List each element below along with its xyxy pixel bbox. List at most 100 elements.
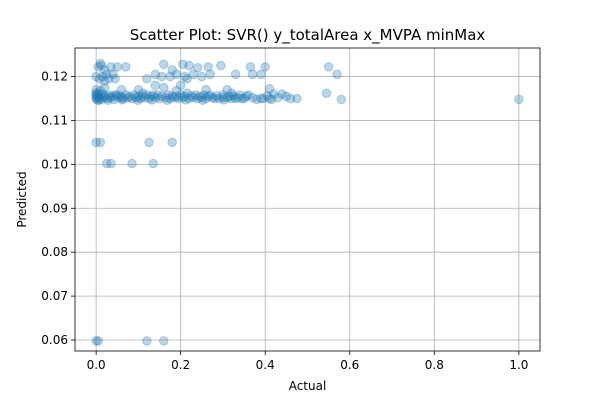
data-point (258, 93, 268, 104)
data-point (201, 84, 211, 95)
data-point (137, 91, 148, 101)
data-point (175, 90, 186, 100)
data-point (117, 95, 128, 105)
data-point (171, 91, 182, 102)
data-point (262, 91, 273, 101)
data-point (235, 90, 245, 100)
data-point (184, 93, 194, 104)
data-point (264, 84, 275, 94)
data-point (127, 158, 137, 169)
data-point (180, 95, 191, 105)
data-point (101, 69, 112, 80)
data-point (98, 92, 109, 103)
data-point (127, 93, 137, 104)
data-point (99, 76, 110, 86)
data-point (116, 92, 127, 103)
data-point (95, 85, 106, 96)
data-point (247, 69, 258, 80)
y-tick-label: 0.11 (41, 113, 68, 127)
data-point (92, 94, 102, 105)
data-point (93, 95, 104, 106)
data-point (91, 71, 101, 82)
data-point (161, 92, 171, 103)
data-point (108, 69, 118, 80)
data-point (131, 92, 142, 103)
data-point (213, 93, 224, 104)
data-point (241, 91, 251, 102)
data-point (142, 90, 152, 100)
data-point (245, 62, 256, 72)
data-point (173, 93, 184, 104)
data-point (148, 90, 158, 100)
data-point (211, 91, 222, 101)
data-point (180, 71, 190, 82)
data-point (152, 90, 163, 100)
data-point (158, 59, 169, 70)
data-point (144, 137, 154, 148)
data-point (199, 90, 209, 100)
axis-ticks: 0.0 0.2 0.4 0.6 0.8 1.0 0.06 0.07 0.08 0.09 0.10 0.… (41, 70, 528, 372)
data-point (224, 91, 235, 102)
data-point (268, 89, 279, 99)
data-point (171, 69, 182, 80)
x-tick-label: 0.0 (87, 358, 106, 372)
x-tick-label: 0.4 (256, 358, 275, 372)
data-point (203, 62, 213, 72)
data-point (285, 93, 296, 104)
data-points (91, 58, 524, 346)
data-point (104, 90, 114, 100)
data-point (94, 93, 105, 104)
data-point (321, 88, 332, 99)
grid-lines (75, 48, 540, 351)
data-point (150, 69, 161, 80)
data-point (97, 89, 108, 99)
data-point (264, 93, 275, 104)
data-point (100, 91, 111, 101)
data-point (243, 90, 254, 100)
data-point (182, 73, 192, 84)
data-point (163, 90, 173, 100)
data-point (96, 60, 107, 71)
data-point (91, 84, 101, 95)
data-point (93, 88, 103, 99)
data-point (197, 71, 207, 82)
data-point (218, 90, 228, 100)
data-point (194, 91, 205, 102)
data-point (332, 69, 342, 80)
data-point (209, 93, 220, 104)
data-point (102, 93, 112, 104)
data-point (115, 91, 125, 101)
data-point (97, 71, 108, 82)
data-point (232, 92, 243, 103)
data-point (132, 95, 143, 106)
data-point (514, 94, 524, 105)
data-point (182, 88, 192, 99)
data-point (219, 95, 229, 105)
data-point (106, 62, 116, 72)
data-point (186, 91, 197, 101)
data-point (93, 91, 104, 102)
data-point (336, 94, 347, 105)
data-point (105, 92, 116, 103)
data-point (116, 84, 127, 95)
data-point (203, 91, 213, 102)
data-point (171, 85, 182, 96)
data-point (165, 71, 175, 82)
data-point (91, 90, 101, 100)
data-point (112, 62, 123, 72)
data-point (180, 91, 190, 102)
data-point (104, 73, 114, 84)
data-point (192, 93, 203, 104)
data-point (188, 69, 199, 80)
data-point (226, 88, 237, 99)
data-point (251, 94, 262, 105)
data-point (230, 69, 241, 80)
y-tick-label: 0.06 (41, 333, 68, 347)
data-point (169, 92, 180, 103)
data-point (110, 90, 120, 100)
x-tick-label: 1.0 (509, 358, 528, 372)
data-point (292, 93, 302, 104)
data-point (188, 92, 199, 103)
data-point (91, 137, 101, 148)
